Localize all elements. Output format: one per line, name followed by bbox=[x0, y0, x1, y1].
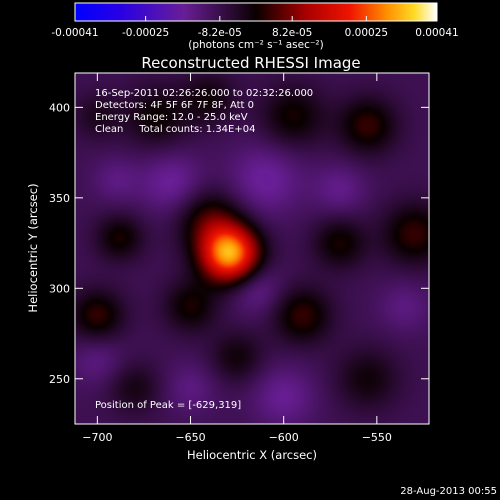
heatmap-image bbox=[75, 73, 429, 424]
colorbar-gradient bbox=[75, 3, 437, 21]
y-axis-label: Heliocentric Y (arcsec) bbox=[26, 183, 40, 312]
y-axis-ticks: 250 300 350 400 bbox=[49, 101, 429, 386]
peak-position-label: Position of Peak = [-629,319] bbox=[95, 400, 241, 411]
y-tick-label: 250 bbox=[49, 373, 70, 386]
observation-info: 16-Sep-2011 02:26:26.000 to 02:32:26.000… bbox=[95, 88, 313, 135]
info-detectors: Detectors: 4F 5F 6F 7F 8F, Att 0 bbox=[95, 100, 254, 111]
x-tick-label: −550 bbox=[362, 431, 392, 444]
info-energy-range: Energy Range: 12.0 - 25.0 keV bbox=[95, 112, 248, 123]
y-tick-label: 400 bbox=[49, 101, 70, 114]
colorbar-tick-label: 0.00041 bbox=[415, 27, 458, 39]
colorbar-unit-label: (photons cm⁻² s⁻¹ asec⁻²) bbox=[188, 39, 323, 51]
colorbar-ticks: -0.00041 -0.00025 -8.2e-05 8.2e-05 0.00025 0.… bbox=[51, 16, 459, 39]
generation-timestamp: 28-Aug-2013 00:55 bbox=[400, 486, 497, 497]
x-axis-label: Heliocentric X (arcsec) bbox=[187, 448, 317, 462]
colorbar-tick-label: 8.2e-05 bbox=[272, 27, 312, 39]
colorbar-tick-label: 0.00025 bbox=[345, 27, 388, 39]
colorbar-frame bbox=[74, 2, 438, 22]
x-axis-ticks: −700 −650 −600 −550 bbox=[82, 73, 392, 444]
info-time-range: 16-Sep-2011 02:26:26.000 to 02:32:26.000 bbox=[95, 88, 313, 99]
chart-title: Reconstructed RHESSI Image bbox=[141, 54, 360, 72]
colorbar: -0.00041 -0.00025 -8.2e-05 8.2e-05 0.00025 0.… bbox=[51, 2, 459, 51]
info-clean-counts: Clean Total counts: 1.34E+04 bbox=[95, 124, 255, 135]
x-tick-label: −650 bbox=[175, 431, 205, 444]
plot-frame bbox=[74, 72, 430, 425]
colorbar-tick-label: -0.00025 bbox=[122, 27, 169, 39]
colorbar-tick-label: -8.2e-05 bbox=[198, 27, 242, 39]
x-tick-label: −600 bbox=[269, 431, 299, 444]
y-tick-label: 300 bbox=[49, 282, 70, 295]
y-tick-label: 350 bbox=[49, 192, 70, 205]
colorbar-tick-label: -0.00041 bbox=[51, 27, 98, 39]
x-tick-label: −700 bbox=[82, 431, 112, 444]
